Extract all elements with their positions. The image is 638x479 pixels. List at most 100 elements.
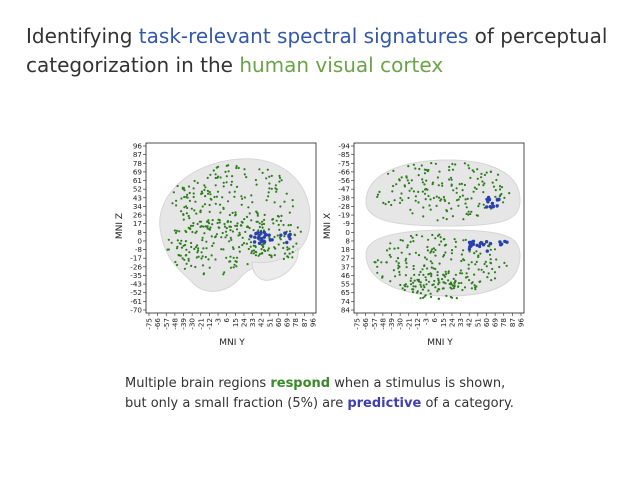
responsive-electrode	[431, 248, 434, 251]
responsive-electrode	[483, 262, 486, 266]
responsive-electrode	[407, 165, 410, 168]
responsive-electrode	[440, 240, 443, 243]
responsive-electrode	[475, 285, 478, 288]
caption-respond: respond	[270, 376, 331, 391]
responsive-electrode	[449, 176, 453, 179]
predictive-electrode	[471, 239, 476, 243]
right-ytick-label: 55	[341, 280, 350, 289]
responsive-electrode	[472, 190, 475, 193]
responsive-electrode	[494, 189, 497, 192]
responsive-electrode	[492, 185, 496, 188]
responsive-electrode	[207, 219, 210, 222]
responsive-electrode	[488, 253, 492, 256]
sagittal-plot: MNI Z MNI Y 9687786961524334261780-8-17-…	[115, 142, 318, 349]
responsive-electrode	[229, 266, 233, 269]
responsive-electrode	[288, 252, 291, 255]
responsive-electrode	[475, 250, 478, 253]
responsive-electrode	[197, 247, 200, 250]
responsive-electrode	[280, 214, 283, 217]
responsive-electrode	[203, 188, 206, 192]
responsive-electrode	[503, 196, 506, 199]
responsive-electrode	[223, 225, 227, 228]
responsive-electrode	[182, 187, 185, 190]
responsive-electrode	[412, 285, 415, 288]
responsive-electrode	[241, 243, 244, 247]
responsive-electrode	[442, 287, 445, 290]
responsive-electrode	[500, 186, 504, 189]
responsive-electrode	[398, 178, 401, 181]
responsive-electrode	[198, 220, 201, 223]
responsive-electrode	[421, 235, 424, 238]
responsive-electrode	[418, 167, 421, 171]
responsive-electrode	[431, 233, 434, 237]
responsive-electrode	[209, 197, 212, 200]
responsive-electrode	[443, 253, 446, 257]
responsive-electrode	[438, 170, 441, 173]
responsive-electrode	[254, 178, 257, 182]
responsive-electrode	[449, 286, 452, 289]
responsive-electrode	[445, 218, 448, 221]
responsive-electrode	[208, 203, 211, 207]
responsive-electrode	[267, 228, 270, 231]
responsive-electrode	[498, 188, 502, 191]
responsive-electrode	[410, 277, 413, 280]
responsive-electrode	[460, 182, 463, 185]
responsive-electrode	[419, 281, 422, 284]
responsive-electrode	[426, 249, 429, 252]
responsive-electrode	[235, 185, 239, 188]
responsive-electrode	[445, 294, 448, 297]
responsive-electrode	[450, 178, 453, 181]
responsive-electrode	[435, 204, 438, 207]
responsive-electrode	[196, 181, 199, 184]
responsive-electrode	[389, 255, 392, 258]
responsive-electrode	[222, 207, 225, 210]
responsive-electrode	[462, 239, 465, 242]
responsive-electrode	[443, 274, 446, 277]
responsive-electrode	[475, 260, 478, 263]
responsive-electrode	[276, 214, 279, 218]
responsive-electrode	[228, 191, 231, 194]
responsive-electrode	[409, 208, 412, 211]
responsive-electrode	[188, 199, 191, 202]
right-xtick-label: -48	[378, 318, 387, 330]
responsive-electrode	[430, 295, 433, 299]
responsive-electrode	[233, 195, 236, 198]
responsive-electrode	[185, 212, 188, 215]
responsive-electrode	[274, 247, 277, 250]
predictive-electrode	[486, 200, 490, 204]
responsive-electrode	[422, 273, 425, 276]
responsive-electrode	[405, 257, 408, 260]
responsive-electrode	[291, 205, 294, 208]
responsive-electrode	[189, 224, 193, 227]
responsive-electrode	[180, 197, 183, 200]
predictive-electrode	[268, 238, 272, 242]
responsive-electrode	[489, 261, 492, 264]
responsive-electrode	[417, 201, 420, 204]
responsive-electrode	[208, 190, 211, 194]
responsive-electrode	[225, 181, 228, 184]
responsive-electrode	[211, 244, 214, 247]
responsive-electrode	[208, 210, 211, 213]
responsive-electrode	[248, 226, 251, 230]
responsive-electrode	[190, 241, 193, 245]
responsive-electrode	[413, 279, 416, 282]
responsive-electrode	[191, 224, 195, 227]
responsive-electrode	[167, 238, 170, 241]
responsive-electrode	[403, 284, 406, 287]
left-xtick-label: 15	[231, 318, 240, 327]
responsive-electrode	[261, 220, 264, 223]
responsive-electrode	[432, 267, 435, 270]
right-xtick-label: 87	[508, 318, 517, 327]
responsive-electrode	[397, 267, 400, 270]
predictive-electrode	[468, 245, 472, 249]
responsive-electrode	[202, 247, 205, 250]
responsive-electrode	[270, 187, 273, 190]
left-xtick-label: 51	[265, 318, 274, 327]
responsive-electrode	[398, 273, 401, 276]
responsive-electrode	[248, 212, 251, 215]
responsive-electrode	[412, 267, 415, 271]
responsive-electrode	[486, 276, 489, 279]
responsive-electrode	[188, 217, 191, 220]
left-ytick-label: -26	[130, 262, 142, 271]
left-electrode-dots	[166, 164, 302, 276]
